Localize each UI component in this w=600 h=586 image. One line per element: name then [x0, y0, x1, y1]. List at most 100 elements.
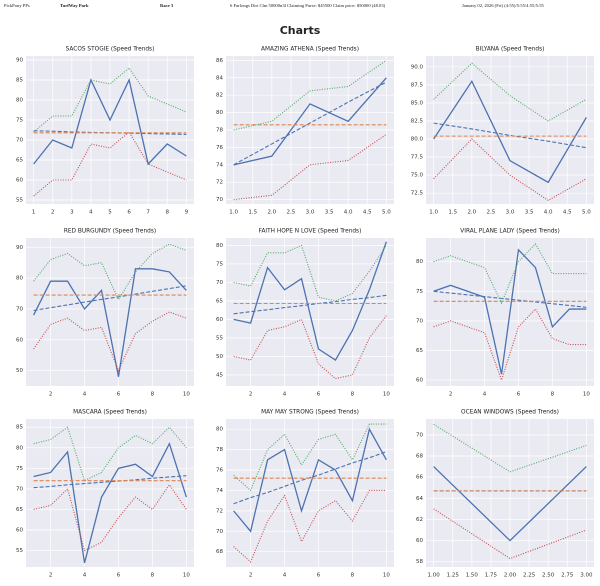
- y-tick-label: 76: [216, 468, 223, 474]
- y-tick-label: 75: [16, 466, 23, 472]
- series-line: [233, 315, 387, 380]
- chart-title: MASCARA (Speed Trends): [73, 410, 147, 416]
- y-tick-label: 75: [16, 118, 23, 124]
- y-tick-label: 50: [16, 368, 23, 374]
- series-line: [233, 241, 387, 362]
- y-tick-label: 72.5: [411, 191, 424, 197]
- y-tick-label: 72: [216, 508, 223, 514]
- series-line: [33, 426, 187, 482]
- x-tick-label: 3.0: [506, 210, 515, 216]
- x-tick-label: 3: [70, 210, 74, 216]
- y-tick-label: 80: [216, 427, 223, 433]
- y-tick-label: 70: [16, 486, 23, 492]
- x-tick-label: 6: [117, 392, 121, 398]
- x-tick-label: 5.0: [382, 210, 391, 216]
- series-line: [433, 79, 587, 184]
- y-tick-label: 65: [216, 298, 223, 304]
- x-tick-label: 1.0: [229, 210, 238, 216]
- brand: PickPony PPs: [4, 3, 30, 8]
- series-line: [233, 489, 387, 563]
- x-tick-label: 5: [108, 210, 112, 216]
- x-tick-label: 2: [249, 392, 253, 398]
- y-tick-label: 90.0: [411, 64, 424, 70]
- y-tick-label: 75.0: [411, 173, 424, 179]
- y-tick-label: 62: [416, 517, 423, 523]
- y-tick-label: 70: [16, 306, 23, 312]
- x-tick-label: 5.0: [582, 210, 591, 216]
- x-tick-label: 1.00: [428, 573, 441, 579]
- y-tick-label: 75: [416, 289, 423, 295]
- y-tick-label: 55: [216, 335, 223, 341]
- chart-title: VIRAL PLANE LADY (Speed Trends): [460, 229, 559, 235]
- x-tick-label: 4.5: [363, 210, 372, 216]
- y-tick-label: 70: [416, 432, 423, 438]
- series-line: [233, 423, 387, 492]
- y-tick-label: 85.0: [411, 100, 424, 106]
- series-line: [433, 290, 587, 308]
- y-tick-label: 70: [216, 197, 223, 203]
- chart-title: FAITH HOPE N LOVE (Speed Trends): [259, 229, 362, 235]
- x-tick-label: 3.5: [325, 210, 334, 216]
- y-tick-label: 85: [16, 78, 23, 84]
- x-tick-label: 9: [185, 210, 189, 216]
- y-tick-label: 65: [16, 507, 23, 513]
- x-tick-label: 4: [89, 210, 93, 216]
- x-tick-label: 6: [517, 392, 521, 398]
- x-tick-label: 1.5: [248, 210, 257, 216]
- x-tick-label: 1.75: [485, 573, 498, 579]
- series-line: [433, 138, 587, 202]
- race-description: 6 Furlongs Dirt Clm 50000n3l Claiming Pu…: [230, 3, 386, 8]
- x-tick-label: 2.5: [487, 210, 496, 216]
- y-tick-label: 50: [216, 354, 223, 360]
- x-tick-label: 1.0: [429, 210, 438, 216]
- x-tick-label: 1: [32, 210, 36, 216]
- y-tick-label: 80: [16, 445, 23, 451]
- x-tick-label: 6: [127, 210, 131, 216]
- x-tick-label: 3.00: [580, 573, 593, 579]
- plot-area: [26, 419, 194, 567]
- x-tick-label: 2: [49, 573, 53, 579]
- y-tick-label: 60: [16, 178, 23, 184]
- y-tick-label: 90: [16, 245, 23, 251]
- x-tick-label: 3.0: [306, 210, 315, 216]
- x-tick-label: 2: [249, 573, 253, 579]
- series-line: [233, 59, 387, 131]
- series-line: [33, 78, 187, 166]
- series-line: [33, 131, 187, 197]
- y-tick-label: 60: [416, 538, 423, 544]
- x-tick-label: 10: [383, 573, 390, 579]
- x-tick-label: 4.0: [544, 210, 553, 216]
- x-tick-label: 2.50: [542, 573, 555, 579]
- y-tick-label: 58: [416, 559, 423, 565]
- x-tick-label: 10: [183, 392, 190, 398]
- x-tick-label: 2.5: [287, 210, 296, 216]
- x-tick-label: 2.25: [523, 573, 536, 579]
- chart-title: SACOS STOGIE (Speed Trends): [66, 47, 155, 53]
- y-tick-label: 64: [416, 496, 423, 502]
- y-tick-label: 55: [16, 548, 23, 554]
- y-tick-label: 75: [216, 261, 223, 267]
- y-tick-label: 66: [416, 475, 423, 481]
- x-tick-label: 10: [383, 392, 390, 398]
- y-tick-label: 80: [16, 98, 23, 104]
- track: TurfWay Park: [60, 3, 89, 8]
- x-tick-label: 6: [317, 392, 321, 398]
- series-line: [433, 508, 587, 560]
- y-tick-label: 80: [416, 259, 423, 265]
- chart-title: AMAZING ATHENA (Speed Trends): [261, 47, 359, 53]
- x-tick-label: 4: [83, 392, 87, 398]
- y-tick-label: 84: [216, 75, 223, 81]
- chart-title: BILYANA (Speed Trends): [476, 47, 545, 53]
- y-tick-label: 70: [416, 318, 423, 324]
- x-tick-label: 8: [166, 210, 170, 216]
- y-tick-label: 86: [216, 58, 223, 64]
- y-tick-label: 72: [216, 180, 223, 186]
- y-tick-label: 82: [216, 93, 223, 99]
- x-tick-label: 8: [151, 573, 155, 579]
- y-tick-label: 65: [416, 348, 423, 354]
- x-tick-label: 2.0: [467, 210, 476, 216]
- x-tick-label: 6: [317, 573, 321, 579]
- y-tick-label: 85: [16, 425, 23, 431]
- x-tick-label: 10: [583, 392, 590, 398]
